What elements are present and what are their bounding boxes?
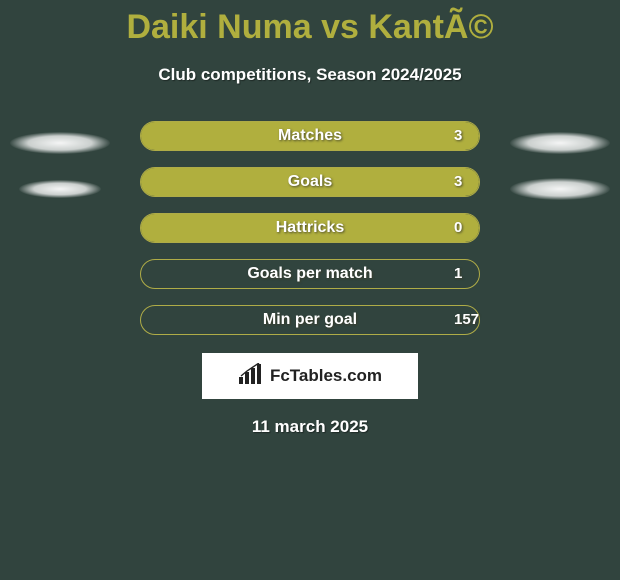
bar-track — [140, 259, 480, 289]
date-label: 11 march 2025 — [0, 417, 620, 437]
bar-fill-right — [141, 168, 479, 196]
bar-fill-right — [141, 214, 479, 242]
stat-row-goals-per-match: Goals per match 1 — [0, 259, 620, 289]
stat-row-goals: Goals 3 — [0, 167, 620, 197]
page-title: Daiki Numa vs KantÃ© — [0, 0, 620, 47]
bar-track — [140, 305, 480, 335]
bar-track — [140, 167, 480, 197]
stats-area: Matches 3 Goals 3 Hattricks 0 Goals per … — [0, 121, 620, 335]
bar-track — [140, 121, 480, 151]
fctables-logo: FcTables.com — [202, 353, 418, 399]
stat-row-min-per-goal: Min per goal 157 — [0, 305, 620, 335]
bar-fill-right — [141, 122, 479, 150]
ellipse-shadow-left — [19, 180, 101, 198]
subtitle: Club competitions, Season 2024/2025 — [0, 65, 620, 85]
chart-icon — [238, 363, 264, 390]
ellipse-shadow-left — [10, 132, 110, 154]
ellipse-shadow-right — [510, 132, 610, 154]
stat-row-matches: Matches 3 — [0, 121, 620, 151]
ellipse-shadow-right — [510, 178, 610, 200]
stat-row-hattricks: Hattricks 0 — [0, 213, 620, 243]
logo-text: FcTables.com — [270, 366, 382, 386]
bar-track — [140, 213, 480, 243]
